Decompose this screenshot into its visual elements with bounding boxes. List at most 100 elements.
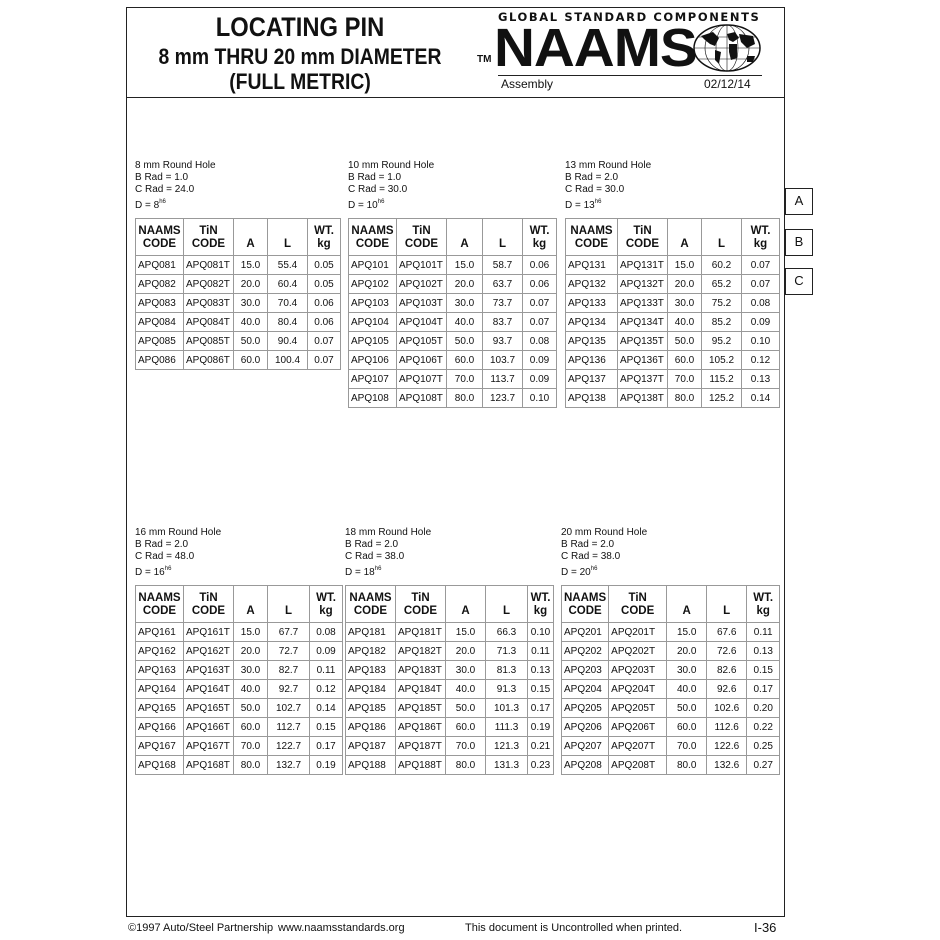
naams-code: APQ108: [348, 388, 397, 408]
a-value: 30.0: [667, 293, 702, 313]
a-value: 70.0: [445, 736, 486, 756]
a-value: 15.0: [233, 622, 268, 642]
dimension-table: NAAMS CODE TiN CODE A L WT. kg APQ181 APQ181T 15.0…: [345, 585, 554, 775]
tin-code: APQ162T: [183, 641, 234, 661]
caption-b-rad: B Rad = 2.0: [345, 539, 399, 550]
weight: 0.10: [527, 622, 554, 642]
weight: 0.13: [527, 660, 554, 680]
header-text: WT.: [530, 592, 551, 604]
column-header-a: A: [667, 218, 702, 256]
l-value: 66.3: [485, 622, 528, 642]
a-value: 50.0: [233, 331, 268, 351]
table-row: APQ208 APQ208T 80.0 132.6 0.27: [560, 755, 781, 775]
caption-d: D = 10h6: [348, 196, 434, 212]
table-row: APQ184 APQ184T 40.0 91.3 0.15: [345, 679, 554, 699]
l-value: 122.7: [267, 736, 310, 756]
side-tab-a[interactable]: A: [785, 188, 813, 215]
weight: 0.11: [309, 660, 343, 680]
weight: 0.12: [309, 679, 343, 699]
naams-code: APQ185: [345, 698, 396, 718]
header-text: NAAMS: [351, 225, 394, 237]
naams-code: APQ082: [135, 274, 184, 294]
column-header-naams: NAAMS CODE: [345, 585, 396, 623]
a-value: 15.0: [446, 255, 483, 275]
weight: 0.07: [307, 331, 341, 351]
tin-code: APQ081T: [183, 255, 234, 275]
table-row: APQ104 APQ104T 40.0 83.7 0.07: [348, 312, 557, 332]
caption-b-rad: B Rad = 2.0: [135, 539, 189, 550]
header-text: TiN: [628, 592, 647, 604]
header-text: kg: [319, 605, 333, 617]
naams-code: APQ163: [135, 660, 184, 680]
a-value: 20.0: [233, 641, 268, 661]
l-value: 82.6: [706, 660, 748, 680]
l-value: 115.2: [701, 369, 742, 389]
column-header-l: L: [482, 218, 523, 256]
table-caption: 8 mm Round Hole B Rad = 1.0 C Rad = 24.0 D …: [135, 160, 216, 212]
tin-code: APQ106T: [396, 350, 447, 370]
caption-d: D = 8h6: [135, 196, 216, 212]
naams-code: APQ105: [348, 331, 397, 351]
side-tab-c[interactable]: C: [785, 268, 813, 295]
weight: 0.23: [527, 755, 554, 775]
tin-code: APQ107T: [396, 369, 447, 389]
d-tolerance: h6: [159, 199, 166, 205]
l-value: 60.4: [267, 274, 308, 294]
table-row: APQ083 APQ083T 30.0 70.4 0.06: [135, 293, 341, 313]
a-value: 60.0: [667, 350, 702, 370]
l-value: 82.7: [267, 660, 310, 680]
a-value: 30.0: [446, 293, 483, 313]
tin-code: APQ135T: [617, 331, 668, 351]
naams-code: APQ166: [135, 717, 184, 737]
a-value: 60.0: [233, 717, 268, 737]
column-header-wt: WT. kg: [309, 585, 343, 623]
table-caption: 13 mm Round Hole B Rad = 2.0 C Rad = 30.0 D…: [565, 160, 651, 212]
table-caption: 16 mm Round Hole B Rad = 2.0 C Rad = 48.0 D…: [135, 527, 221, 579]
side-tab-b[interactable]: B: [785, 229, 813, 256]
header-text: kg: [532, 238, 547, 250]
l-value: 113.7: [482, 369, 523, 389]
table-row: APQ133 APQ133T 30.0 75.2 0.08: [565, 293, 780, 313]
header-row: NAAMS CODE TiN CODE A L WT. kg: [348, 218, 557, 256]
naams-code: APQ106: [348, 350, 397, 370]
l-value: 72.6: [706, 641, 748, 661]
footer-notice: This document is Uncontrolled when print…: [465, 922, 683, 934]
weight: 0.09: [522, 350, 557, 370]
naams-code: APQ103: [348, 293, 397, 313]
header-text: CODE: [353, 605, 388, 617]
naams-code: APQ133: [565, 293, 618, 313]
weight: 0.13: [741, 369, 780, 389]
a-value: 20.0: [445, 641, 486, 661]
logo-divider: [498, 75, 762, 76]
header-divider: [126, 97, 785, 98]
tin-code: APQ183T: [395, 660, 446, 680]
table-row: APQ136 APQ136T 60.0 105.2 0.12: [565, 350, 780, 370]
table-row: APQ086 APQ086T 60.0 100.4 0.07: [135, 350, 341, 370]
l-value: 91.3: [485, 679, 528, 699]
naams-code: APQ161: [135, 622, 184, 642]
tin-code: APQ085T: [183, 331, 234, 351]
header-text: kg: [533, 605, 548, 617]
section-label: Assembly: [501, 77, 554, 91]
a-value: 40.0: [666, 679, 708, 699]
table-row: APQ163 APQ163T 30.0 82.7 0.11: [135, 660, 343, 680]
weight: 0.09: [522, 369, 557, 389]
a-value: 70.0: [233, 736, 268, 756]
tin-code: APQ086T: [183, 350, 234, 370]
header-text: CODE: [625, 238, 660, 250]
d-value: D = 20: [561, 567, 591, 578]
naams-code: APQ182: [345, 641, 396, 661]
naams-code: APQ084: [135, 312, 184, 332]
tin-code: APQ105T: [396, 331, 447, 351]
weight: 0.07: [307, 350, 341, 370]
l-value: 73.7: [482, 293, 523, 313]
table-row: APQ134 APQ134T 40.0 85.2 0.09: [565, 312, 780, 332]
table-row: APQ205 APQ205T 50.0 102.6 0.20: [560, 698, 781, 718]
l-value: 85.2: [701, 312, 742, 332]
weight: 0.11: [746, 622, 781, 642]
footer-website[interactable]: www.naamsstandards.org: [278, 922, 405, 934]
header-text: CODE: [621, 605, 655, 617]
tin-code: APQ108T: [396, 388, 447, 408]
l-value: 65.2: [701, 274, 742, 294]
dimension-table: NAAMS CODE TiN CODE A L WT. kg APQ201 APQ201T 15.0…: [560, 585, 781, 775]
